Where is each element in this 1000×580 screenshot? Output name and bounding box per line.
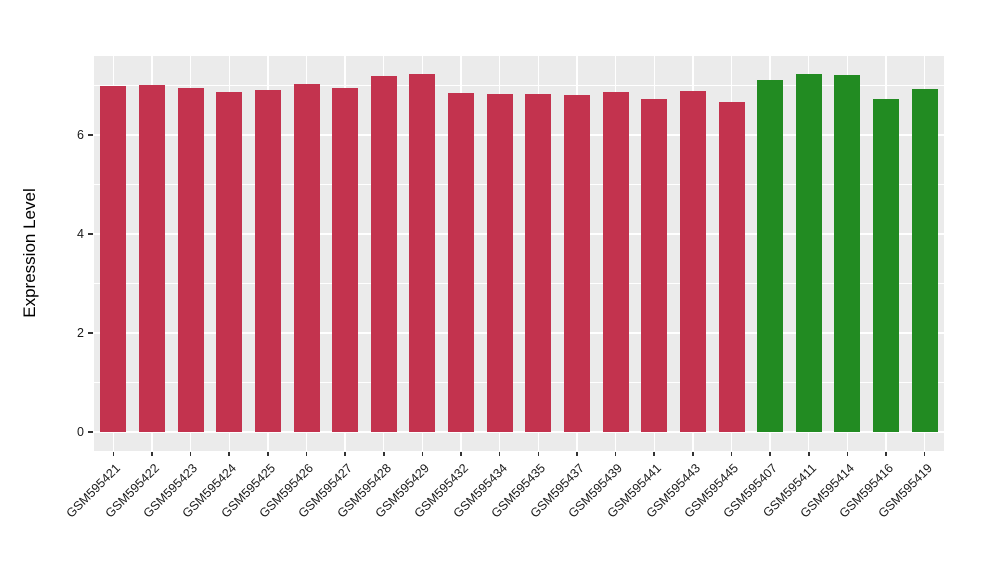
- y-tick-label: 4: [77, 226, 84, 241]
- y-tick-mark: [88, 431, 93, 433]
- y-tick-label: 2: [77, 325, 84, 340]
- x-tick-mark: [344, 452, 346, 456]
- bar-GSM595423: [177, 87, 204, 433]
- bar-GSM595424: [216, 92, 243, 433]
- x-axis-ticks: [94, 451, 944, 458]
- y-axis-ticks: [87, 56, 94, 451]
- x-tick-mark: [576, 452, 578, 456]
- x-tick-mark: [305, 452, 308, 456]
- bar-GSM595443: [679, 91, 706, 433]
- bar-GSM595427: [332, 88, 359, 433]
- x-tick-mark: [537, 452, 540, 456]
- bar-GSM595439: [602, 92, 629, 433]
- y-tick-mark: [88, 332, 93, 334]
- x-tick-mark: [383, 452, 385, 456]
- gridline-minor: [94, 85, 944, 87]
- gridline-major: [94, 431, 944, 433]
- bar-GSM595422: [138, 85, 165, 433]
- bar-GSM595429: [409, 74, 436, 433]
- x-tick-mark: [498, 452, 501, 456]
- y-tick-label: 6: [77, 127, 84, 142]
- x-tick-mark: [151, 452, 153, 456]
- bar-GSM595435: [525, 94, 552, 433]
- x-tick-mark: [228, 452, 230, 456]
- y-tick-mark: [88, 233, 93, 235]
- bar-GSM595437: [563, 94, 590, 433]
- gridline-minor: [94, 184, 944, 186]
- x-axis-tick-labels: GSM595421 GSM595422 GSM595423 GSM595424 GSM5…: [64, 451, 944, 571]
- bar-GSM595419: [911, 89, 938, 433]
- x-tick-mark: [112, 452, 115, 456]
- x-tick-mark: [267, 452, 269, 456]
- bar-GSM595428: [370, 76, 397, 433]
- bar-GSM595425: [254, 89, 281, 433]
- gridline-major: [94, 332, 944, 334]
- gridline-major: [94, 134, 944, 136]
- bar-GSM595414: [834, 74, 861, 433]
- gridline-minor: [94, 283, 944, 285]
- x-tick-mark: [808, 452, 810, 456]
- x-tick-mark: [421, 452, 424, 456]
- bar-GSM595426: [293, 84, 320, 433]
- plot-panel: [94, 56, 944, 451]
- bar-GSM595407: [757, 79, 784, 433]
- gridline-minor: [94, 382, 944, 384]
- y-tick-label: 0: [77, 424, 84, 439]
- bar-GSM595441: [641, 98, 668, 433]
- x-tick-mark: [769, 452, 771, 456]
- x-tick-mark: [189, 452, 192, 456]
- x-tick-mark: [692, 452, 694, 456]
- x-tick-mark: [460, 452, 462, 456]
- bar-GSM595434: [486, 94, 513, 433]
- bar-GSM595445: [718, 101, 745, 433]
- x-tick-mark: [730, 452, 733, 456]
- y-axis-title: Expression Level: [20, 188, 39, 318]
- y-axis-tick-labels: 0 2 4 6: [0, 56, 84, 451]
- bar-GSM595432: [448, 93, 475, 433]
- x-tick-mark: [653, 452, 655, 456]
- x-tick-mark: [846, 452, 849, 456]
- x-tick-mark: [614, 452, 617, 456]
- x-tick-mark: [885, 452, 887, 456]
- bar-GSM595421: [100, 85, 127, 433]
- bar-GSM595416: [873, 98, 900, 433]
- gridline-major: [94, 233, 944, 235]
- bar-GSM595411: [795, 74, 822, 433]
- x-tick-mark: [923, 452, 926, 456]
- y-tick-mark: [88, 134, 93, 136]
